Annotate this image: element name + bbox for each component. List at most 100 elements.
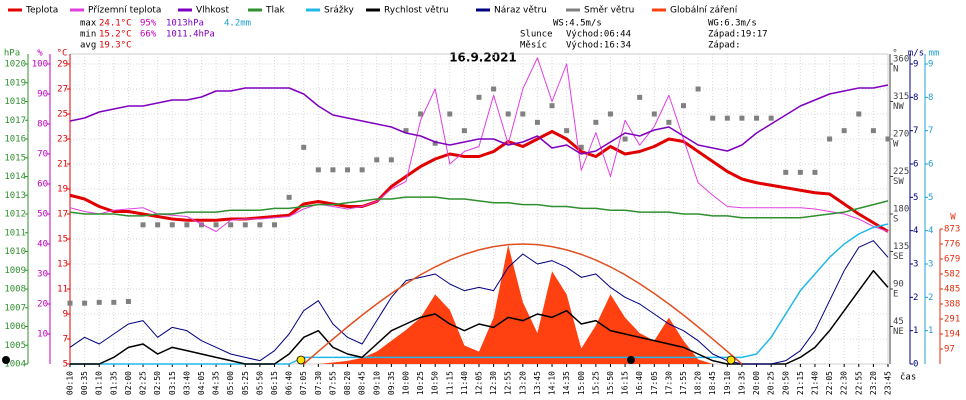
point [505,111,511,117]
point [67,300,73,306]
x-tick-label: 12:05 [475,371,484,395]
tick-label: 60 [37,180,48,190]
tick-label: 3 [928,260,933,270]
point [856,111,862,117]
point [242,222,248,228]
plot: hPa1004100510061007100810091010101110121… [4,6,960,396]
x-tick-label: 10:00 [401,371,410,395]
stat: 24.1°C [99,19,132,29]
tick-label: 1013 [4,191,26,201]
chart-title: 16.9.2021 [449,51,517,65]
point [184,222,190,228]
point [549,103,555,109]
tick-label: 3 [913,260,918,270]
stat: 1013hPa [166,19,204,29]
point [96,299,102,305]
tick-label: 27 [57,85,68,95]
sunset-marker [726,355,736,365]
tick-label: 360 [893,55,909,65]
tick-label: 1020 [4,60,26,70]
tick-label: 582 [944,270,960,280]
x-tick-label: 21:40 [810,371,819,395]
tick-label: 1 [913,326,918,336]
point [82,300,88,306]
tick-label: SW [893,177,904,187]
x-tick-label: 12:55 [504,371,513,395]
point [564,128,570,134]
legend-label: Náraz větru [494,6,547,16]
tick-label: 11 [57,285,68,295]
x-tick-label: 08:45 [358,371,367,395]
axis-label: ° [892,49,897,59]
point [461,128,467,134]
line [303,243,743,365]
point [286,194,292,200]
tick-label: 70 [37,150,48,160]
stat-label: avg [80,41,96,51]
tick-label: 7 [928,126,933,136]
sunrise-marker [296,355,306,365]
tick-label: N [893,65,898,75]
point [315,167,321,173]
point [228,222,234,228]
stat: Východ:06:44 [566,30,631,40]
x-tick-label: 03:40 [182,371,191,395]
x-tick-label: 14:35 [562,371,571,395]
x-tick-label: 10:25 [416,371,425,395]
tick-label: 23 [57,135,68,145]
point [140,222,146,228]
x-tick-label: 09:35 [387,371,396,395]
tick-label: 873 [944,225,960,235]
x-tick-label: 15:00 [577,371,586,395]
tick-label: 1007 [4,303,26,313]
tick-label: 90 [893,280,904,290]
stat-label: min [80,30,96,40]
line [69,84,889,155]
stat: 4.2mm [224,19,251,29]
point [812,169,818,175]
tick-label: 291 [944,315,960,325]
x-tick-label: 11:15 [445,371,454,395]
axis-label: % [37,49,43,59]
tick-label: 40 [37,240,48,250]
point [724,115,730,121]
x-tick-label: 15:50 [606,371,615,395]
point [681,103,686,109]
tick-label: 135 [893,242,909,252]
tick-label: S [893,215,898,225]
tick-label: 485 [944,285,960,295]
point [578,144,584,150]
tick-label: 13 [57,260,68,270]
x-tick-label: 11:40 [460,371,469,395]
moonrise-marker [627,356,635,364]
stat: Západ:19:17 [708,30,768,40]
point [491,86,497,92]
line [69,240,889,365]
line [70,223,889,365]
point [607,111,613,117]
tick-label: 6 [913,160,918,170]
x-tick-label: 05:00 [226,371,235,395]
tick-label: 1019 [4,78,26,88]
x-tick-label: 20:25 [767,371,776,395]
tick-label: W [893,140,899,150]
tick-label: 9 [63,310,68,320]
tick-label: 9 [928,60,933,70]
point [476,94,482,100]
point [301,144,307,150]
x-tick-label: 19:10 [723,371,732,395]
x-tick-label: 18:45 [708,371,717,395]
x-tick-label: 10:50 [431,371,440,395]
tick-label: 270 [893,130,909,140]
tick-label: 2 [913,293,918,303]
x-tick-label: 05:25 [241,371,250,395]
point [739,115,745,121]
x-tick-label: 16:40 [635,371,644,395]
x-tick-label: 07:30 [314,371,323,395]
tick-label: 1009 [4,266,26,276]
tick-label: 1018 [4,97,26,107]
point [418,111,424,117]
tick-label: NE [893,327,904,337]
tick-label: 19 [57,185,68,195]
point [637,94,643,100]
